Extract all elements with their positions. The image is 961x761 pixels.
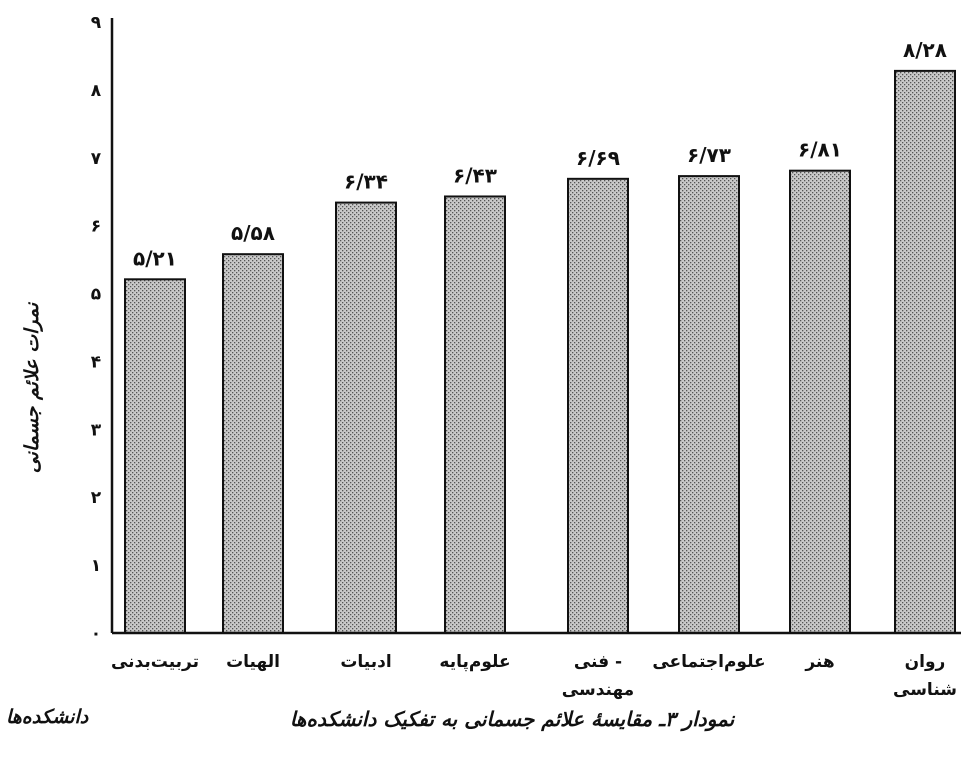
bar-value-label: ۵/۲۱ xyxy=(133,246,177,270)
category-label: روان شناسی xyxy=(893,652,957,700)
bars-group xyxy=(124,69,956,634)
x-axis-title: دانشکده‌ها xyxy=(6,706,89,728)
y-tick-label: ۱ xyxy=(91,556,101,576)
bar-value-label: ۸/۲۸ xyxy=(903,38,947,62)
bar xyxy=(124,278,186,634)
value-labels-group: ۵/۲۱ ۵/۵۸ ۶/۳۴ ۶/۴۳ ۶/۶۹ ۶/۷۳ ۶/۸۱ ۸/۲۸ xyxy=(133,38,947,270)
category-label: ادبیات xyxy=(340,652,391,672)
y-tick-label: ۲ xyxy=(91,488,102,508)
y-tick-label: ۶ xyxy=(91,217,101,237)
bar-value-label: ۶/۷۳ xyxy=(687,143,731,167)
bar xyxy=(789,169,851,634)
bar-value-label: ۵/۵۸ xyxy=(231,221,275,245)
category-label: علوم‌پایه xyxy=(439,652,510,672)
category-label: تربیت‌بدنی xyxy=(111,652,199,672)
y-tick-label: ۹ xyxy=(91,13,102,33)
category-label: الهیات xyxy=(226,652,280,672)
y-tick-label: ۰ xyxy=(91,624,101,644)
y-axis-title: نمرات علائم جسمانی xyxy=(21,301,43,473)
y-tick-label: ۸ xyxy=(91,81,102,101)
bar xyxy=(222,253,284,634)
bar-value-label: ۶/۳۴ xyxy=(344,170,388,194)
y-tick-label: ۷ xyxy=(91,149,102,169)
category-label: هنر xyxy=(804,652,834,672)
bar xyxy=(567,177,629,634)
chart-caption: نمودار ۳ـ مقایسهٔ علائم جسمانی به تفکیک … xyxy=(290,707,736,732)
bar xyxy=(678,175,740,634)
bar xyxy=(335,201,397,634)
y-tick-label: ۳ xyxy=(91,420,102,440)
bar-value-label: ۶/۴۳ xyxy=(453,163,497,187)
category-label: فنی -مهندسی xyxy=(562,652,634,700)
category-label: علوم‌اجتماعی xyxy=(652,652,765,672)
bar-value-label: ۶/۸۱ xyxy=(798,138,842,162)
y-tick-label: ۵ xyxy=(91,285,101,305)
y-tick-label: ۴ xyxy=(91,352,101,372)
y-axis-ticks: ۰ ۱ ۲ ۳ ۴ ۵ ۶ ۷ ۸ ۹ xyxy=(91,13,102,644)
bar xyxy=(444,195,506,634)
bar-value-label: ۶/۶۹ xyxy=(576,146,620,170)
bar xyxy=(894,69,956,634)
category-labels-group: تربیت‌بدنی الهیات ادبیات علوم‌پایه فنی -مهند… xyxy=(111,652,957,700)
